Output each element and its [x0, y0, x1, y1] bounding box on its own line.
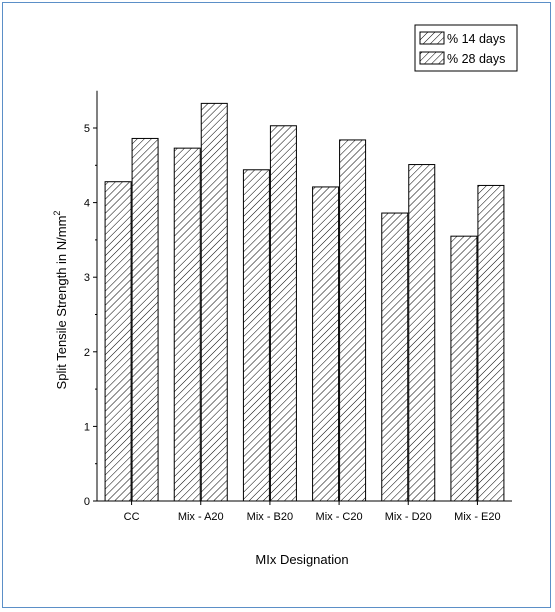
x-tick-label: Mix - E20: [454, 511, 500, 523]
legend: % 14 days % 28 days: [414, 24, 518, 72]
y-axis-title: Split Tensile Strength in N/mm2: [52, 211, 69, 390]
bar-14-days: [312, 186, 340, 502]
bar-14-days: [242, 169, 270, 502]
x-axis-title: MIx Designation: [255, 552, 348, 567]
y-tick-label: 4: [84, 198, 90, 210]
bar-28-days: [477, 184, 505, 502]
x-tick-label: Mix - C20: [316, 511, 363, 523]
x-tick-label: Mix - B20: [247, 511, 293, 523]
y-tick-label: 0: [84, 496, 90, 508]
bar-14-days: [104, 181, 132, 502]
x-tick-label: Mix - A20: [178, 511, 224, 523]
y-tick-label: 1: [84, 421, 90, 433]
bars-group: [104, 102, 505, 502]
bar-28-days: [269, 125, 297, 502]
legend-swatch: [419, 51, 445, 65]
y-axis-title-superscript: 2: [52, 211, 62, 216]
bar-28-days: [200, 102, 228, 502]
legend-swatch: [419, 31, 445, 45]
legend-label: % 14 days: [447, 32, 505, 46]
y-tick-label: 5: [84, 123, 90, 135]
axes-group: 0 1 2 3 4 5 CC Mix - A20 Mix - B20 Mix - C20 Mix -…: [84, 90, 512, 523]
x-tick-label: Mix - D20: [385, 511, 432, 523]
legend-label: % 28 days: [447, 52, 505, 66]
bar-28-days: [408, 164, 436, 502]
x-tick-label: CC: [124, 511, 140, 523]
bar-14-days: [450, 235, 478, 502]
y-tick-label: 3: [84, 272, 90, 284]
bar-28-days: [131, 137, 159, 502]
bar-14-days: [381, 212, 409, 502]
bar-14-days: [173, 147, 201, 502]
y-tick-label: 2: [84, 347, 90, 359]
bar-28-days: [339, 139, 367, 502]
